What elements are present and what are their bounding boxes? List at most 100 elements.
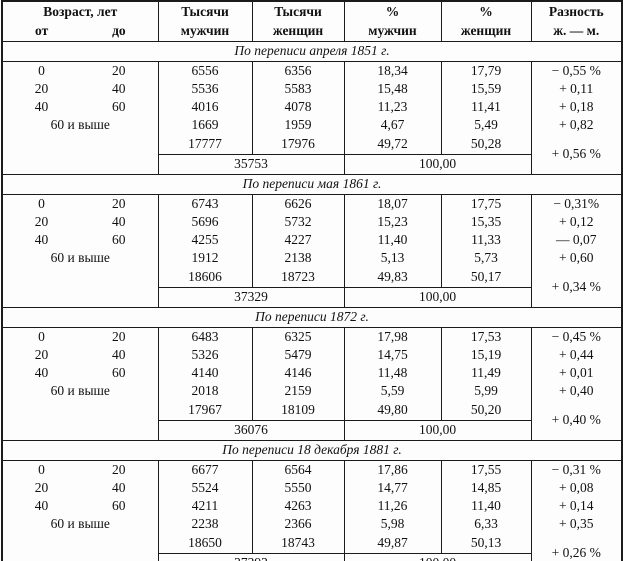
cell-men-pct: 18,34	[343, 61, 441, 80]
cell-men-thousands: 4255	[157, 231, 252, 249]
header-women-thousands: Тысячи женщин	[251, 1, 344, 42]
table-row: 60 и выше 2018 2159 5,59 5,99 + 0,40	[2, 382, 622, 400]
cell-empty	[2, 400, 158, 441]
cell-total-women-pct: 50,20	[440, 400, 531, 421]
cell-grand-pct: 100,00	[343, 154, 531, 175]
cell-women-thousands: 5732	[251, 213, 344, 231]
header-men-thousands: Тысячи мужчин	[157, 1, 252, 42]
cell-women-pct: 5,49	[440, 116, 531, 134]
table-row: 60 и выше 2238 2366 5,98 6,33 + 0,35	[2, 515, 622, 533]
cell-grand-thousands: 37329	[157, 287, 344, 308]
cell-age-to: 40	[112, 479, 126, 495]
header-age-column: Возраст, лет от до	[2, 1, 158, 42]
table-row: 20 40 5696 5732 15,23 15,35 + 0,12	[2, 213, 622, 231]
table-row: 0 20 6677 6564 17,86 17,55 − 0,31 %	[2, 460, 622, 479]
cell-age-to: 20	[112, 195, 126, 211]
cell-women-thousands: 5583	[251, 80, 344, 98]
cell-age-range: 60 и выше	[50, 116, 110, 132]
cell-diff: + 0,44	[530, 346, 622, 364]
cell-age-range: 60 и выше	[50, 249, 110, 265]
cell-total-men-pct: 49,87	[343, 533, 441, 554]
cell-women-thousands: 6564	[251, 460, 344, 479]
cell-men-thousands: 1669	[157, 116, 252, 134]
cell-total-women: 18743	[251, 533, 344, 554]
header-age-from: от	[35, 22, 49, 38]
cell-total-diff: + 0,40 %	[530, 400, 622, 441]
cell-diff: + 0,08	[530, 479, 622, 497]
cell-empty	[2, 533, 158, 561]
cell-men-pct: 15,23	[343, 213, 441, 231]
cell-diff: + 0,82	[530, 116, 622, 134]
cell-age-from: 40	[34, 364, 49, 380]
section-band-1872: По переписи 1872 г.	[2, 307, 622, 328]
cell-diff: − 0,31%	[530, 194, 622, 213]
cell-age-from: 20	[34, 479, 49, 495]
cell-age-from: 0	[38, 328, 45, 344]
cell-empty	[2, 267, 158, 308]
grand-total-row: 36076 100,00	[2, 420, 622, 441]
cell-diff: + 0,35	[530, 515, 622, 533]
cell-total-diff: + 0,56 %	[530, 134, 622, 175]
cell-women-thousands: 5479	[251, 346, 344, 364]
cell-women-pct: 15,19	[440, 346, 531, 364]
cell-diff: + 0,60	[530, 249, 622, 267]
cell-women-pct: 5,99	[440, 382, 531, 400]
cell-total-diff: + 0,34 %	[530, 267, 622, 308]
cell-women-pct: 17,75	[440, 194, 531, 213]
cell-diff: + 0,11	[530, 80, 622, 98]
cell-age-from: 0	[38, 195, 45, 211]
cell-men-thousands: 4211	[157, 497, 252, 515]
cell-men-pct: 17,98	[343, 327, 441, 346]
cell-age-range: 60 и выше	[50, 382, 110, 398]
cell-women-thousands: 2138	[251, 249, 344, 267]
table-row: 0 20 6483 6325 17,98 17,53 − 0,45 %	[2, 327, 622, 346]
header-age-to: до	[112, 22, 126, 38]
totals-row: 17967 18109 49,80 50,20 + 0,40 %	[2, 400, 622, 441]
cell-men-pct: 15,48	[343, 80, 441, 98]
cell-grand-thousands: 36076	[157, 420, 344, 441]
header-line: мужчин	[368, 22, 417, 38]
cell-women-thousands: 6356	[251, 61, 344, 80]
cell-diff: − 0,31 %	[530, 460, 622, 479]
cell-age-to: 20	[112, 461, 126, 477]
cell-men-thousands: 2238	[157, 515, 252, 533]
cell-men-pct: 17,86	[343, 460, 441, 479]
cell-age-to: 60	[112, 231, 126, 247]
cell-diff: + 0,14	[530, 497, 622, 515]
grand-total-row: 35753 100,00	[2, 154, 622, 175]
header-line: мужчин	[180, 22, 230, 38]
cell-women-thousands: 6325	[251, 327, 344, 346]
cell-diff: — 0,07	[530, 231, 622, 249]
cell-men-pct: 14,77	[343, 479, 441, 497]
totals-row: 18606 18723 49,83 50,17 + 0,34 %	[2, 267, 622, 308]
cell-age-to: 20	[112, 62, 126, 78]
cell-age-range: 60 и выше	[50, 515, 110, 531]
header-age-title: Возраст, лет	[43, 3, 118, 19]
cell-diff: + 0,18	[530, 98, 622, 116]
cell-grand-pct: 100,00	[343, 420, 531, 441]
header-men-pct: % мужчин	[343, 1, 441, 42]
cell-men-thousands: 4016	[157, 98, 252, 116]
totals-row: 17777 17976 49,72 50,28 + 0,56 %	[2, 134, 622, 175]
cell-women-pct: 11,49	[440, 364, 531, 382]
table-header-row: Возраст, лет от до Тысячи мужчин Тысячи …	[2, 1, 622, 42]
cell-men-thousands: 4140	[157, 364, 252, 382]
section-title: По переписи апреля 1851 г.	[2, 41, 622, 62]
grand-total-row: 37329 100,00	[2, 287, 622, 308]
cell-diff: − 0,45 %	[530, 327, 622, 346]
cell-women-pct: 17,79	[440, 61, 531, 80]
cell-age-to: 40	[112, 213, 126, 229]
cell-age-from: 40	[34, 497, 49, 513]
cell-total-women-pct: 50,13	[440, 533, 531, 554]
cell-men-thousands: 1912	[157, 249, 252, 267]
cell-age-from: 0	[38, 62, 45, 78]
cell-women-thousands: 4263	[251, 497, 344, 515]
table-row: 60 и выше 1669 1959 4,67 5,49 + 0,82	[2, 116, 622, 134]
cell-women-thousands: 6626	[251, 194, 344, 213]
cell-total-women-pct: 50,17	[440, 267, 531, 288]
cell-men-thousands: 2018	[157, 382, 252, 400]
header-line: Тысячи	[181, 3, 229, 19]
cell-men-thousands: 5326	[157, 346, 252, 364]
cell-men-thousands: 6677	[157, 460, 252, 479]
cell-total-men: 17967	[157, 400, 252, 421]
